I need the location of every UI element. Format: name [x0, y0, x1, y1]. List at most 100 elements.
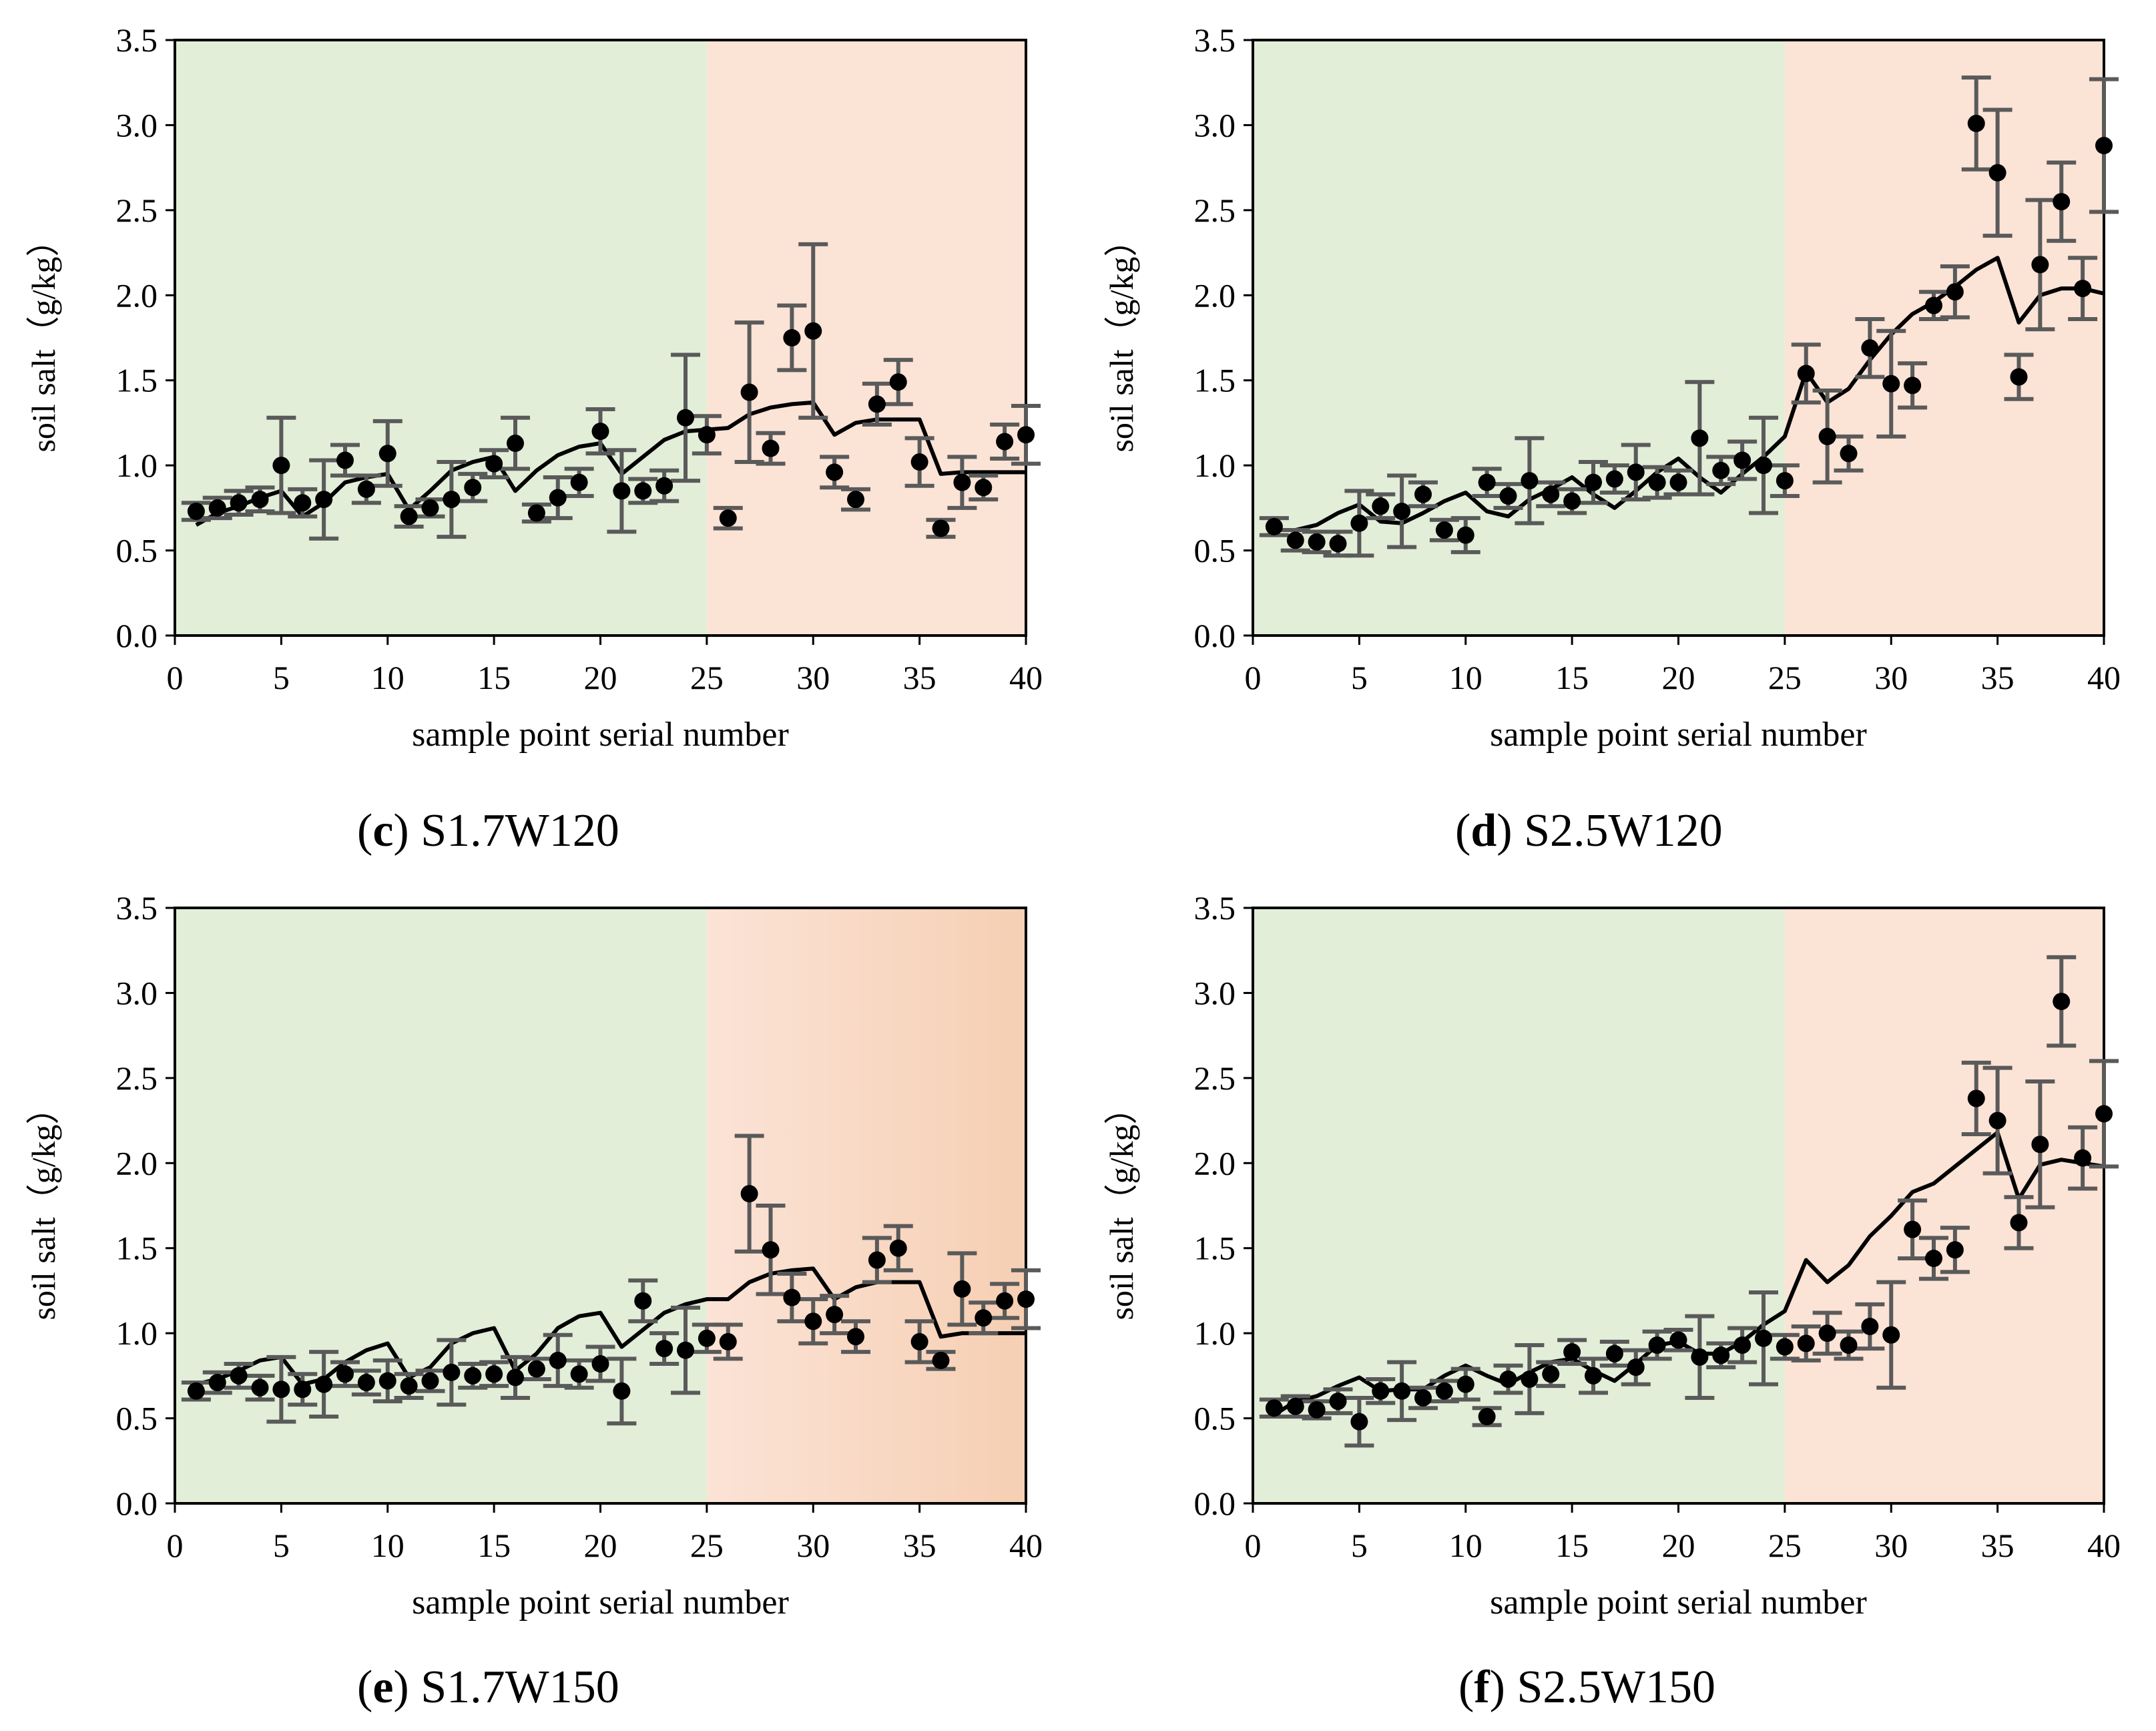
data-point — [1691, 1348, 1709, 1366]
x-tick-label: 20 — [1662, 659, 1695, 696]
data-point — [1627, 463, 1645, 481]
data-point — [847, 1328, 864, 1346]
caption-letter-f: f — [1474, 1662, 1490, 1713]
data-point — [507, 435, 524, 453]
data-point — [187, 502, 205, 520]
data-point — [1733, 1336, 1751, 1354]
y-tick-label: 1.0 — [1194, 447, 1236, 484]
zone-orange — [706, 40, 1026, 636]
data-point — [357, 1374, 375, 1392]
data-point — [1414, 1389, 1432, 1407]
chart-panel-d: 0.0 0.5 1.0 1.5 2.0 2.5 3.0 3.5 0 5 10 15 20 25 30 35 40… — [1103, 21, 2121, 754]
y-tick-label: 0.0 — [116, 1485, 158, 1522]
data-point — [634, 1292, 652, 1310]
data-point — [2053, 193, 2071, 211]
x-tick-label: 25 — [690, 659, 724, 696]
caption-label-f: S2.5W150 — [1517, 1662, 1715, 1713]
data-point — [570, 1365, 588, 1383]
x-tick-label: 35 — [1981, 659, 2014, 696]
data-point — [1691, 429, 1709, 447]
x-tick-label: 0 — [167, 659, 184, 696]
data-point — [1904, 377, 1922, 395]
data-point — [2010, 1214, 2028, 1232]
data-point — [826, 463, 844, 481]
x-tick-label: 10 — [371, 1527, 405, 1564]
zone-orange — [1784, 40, 2104, 636]
y-tick-label: 3.0 — [1194, 974, 1236, 1011]
data-point — [719, 509, 737, 527]
x-tick-label: 0 — [1245, 1527, 1262, 1564]
x-tick-label: 0 — [1245, 659, 1262, 696]
caption-label-d: S2.5W120 — [1524, 805, 1723, 856]
data-point — [932, 519, 950, 537]
data-point — [272, 457, 290, 475]
y-tick-label: 3.0 — [116, 974, 158, 1011]
data-point — [591, 423, 609, 441]
data-point — [443, 491, 461, 509]
y-tick-label: 2.0 — [116, 276, 158, 314]
data-point — [1797, 1334, 1815, 1352]
y-tick-label: 2.5 — [116, 192, 158, 229]
x-tick-label: 30 — [796, 1527, 830, 1564]
data-point — [1017, 1290, 1035, 1308]
y-tick-label: 3.0 — [1194, 106, 1236, 144]
x-tick-label: 10 — [1449, 659, 1483, 696]
x-tick-label: 5 — [273, 1527, 290, 1564]
data-point — [443, 1363, 461, 1381]
y-tick-label: 3.5 — [1194, 889, 1236, 927]
series-line-simulated — [195, 400, 1026, 527]
x-axis-label: sample point serial number — [412, 1583, 789, 1622]
y-tick-label: 3.5 — [116, 889, 158, 927]
data-point — [762, 1241, 780, 1259]
data-point — [1648, 1336, 1666, 1354]
data-point — [783, 329, 801, 346]
data-point — [1882, 1326, 1900, 1344]
data-point — [251, 1379, 269, 1397]
data-point — [1925, 1250, 1942, 1268]
data-point — [975, 1309, 993, 1327]
data-point — [1563, 1343, 1581, 1361]
data-point — [549, 1351, 567, 1369]
data-point — [698, 1329, 716, 1347]
data-point — [1733, 451, 1751, 469]
data-point — [527, 1360, 545, 1378]
data-point — [1946, 283, 1964, 301]
data-point — [315, 491, 333, 509]
data-point — [421, 1372, 439, 1390]
y-axis-label: soil salt（g/kg） — [1103, 223, 1140, 452]
data-point — [336, 1365, 354, 1383]
data-point — [1669, 473, 1687, 491]
x-tick-label: 30 — [796, 659, 830, 696]
caption-letter-d: d — [1470, 805, 1497, 856]
data-point — [1329, 1393, 1347, 1411]
x-tick-label: 25 — [1768, 659, 1802, 696]
data-point — [1521, 472, 1539, 490]
x-tick-label: 35 — [1981, 1527, 2014, 1564]
y-tick-label: 3.5 — [116, 21, 158, 59]
data-point — [677, 409, 694, 427]
data-point — [230, 494, 248, 512]
x-tick-label: 10 — [1449, 1527, 1483, 1564]
caption-c: (c) S1.7W120 — [357, 805, 619, 856]
data-point — [1499, 487, 1517, 505]
data-point — [1585, 473, 1602, 491]
data-point — [251, 491, 269, 509]
y-tick-label: 0.5 — [1194, 532, 1236, 569]
data-point — [677, 1341, 694, 1359]
data-point — [378, 1372, 396, 1390]
data-point — [464, 1367, 482, 1385]
caption-letter-e: e — [372, 1662, 394, 1713]
y-tick-label: 2.5 — [1194, 1059, 1236, 1097]
data-point — [762, 439, 780, 457]
data-point — [953, 1280, 971, 1298]
data-point — [400, 1377, 418, 1395]
y-tick-label: 0.5 — [116, 1400, 158, 1437]
data-point — [1456, 526, 1474, 544]
data-point — [910, 1332, 928, 1350]
y-tick-label: 2.5 — [116, 1059, 158, 1097]
data-point — [1478, 473, 1496, 491]
data-point — [1017, 426, 1035, 444]
data-point — [889, 373, 907, 391]
caption-d: (d) S2.5W120 — [1455, 805, 1723, 856]
